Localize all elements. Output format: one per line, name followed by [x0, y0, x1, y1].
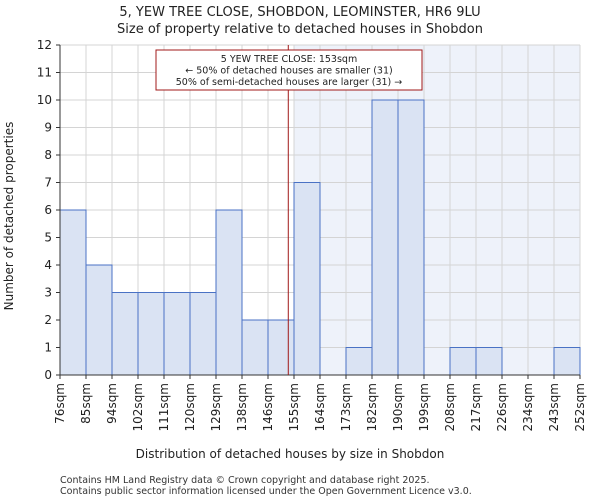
- bar-138sqm: [241, 319, 269, 376]
- y-tick-label: 8: [44, 148, 52, 162]
- x-tick-label: 182sqm: [365, 383, 379, 431]
- x-axis-label: Distribution of detached houses by size …: [136, 447, 445, 461]
- y-tick-label: 11: [37, 66, 52, 80]
- bar-94sqm: [111, 292, 139, 376]
- x-tick-label: 217sqm: [469, 383, 483, 431]
- y-tick-label: 2: [44, 313, 52, 327]
- y-tick-label: 3: [44, 286, 52, 300]
- y-tick-label: 12: [37, 38, 52, 52]
- bar-129sqm: [215, 209, 243, 376]
- marker-annotation: 5 YEW TREE CLOSE: 153sqm ← 50% of detach…: [155, 49, 423, 91]
- x-tick-label: 190sqm: [391, 383, 405, 431]
- x-tick-label: 146sqm: [261, 383, 275, 431]
- x-tick-label: 111sqm: [157, 383, 171, 431]
- y-axis-label: Number of detached properties: [2, 122, 16, 311]
- chart-title: 5, YEW TREE CLOSE, SHOBDON, LEOMINSTER, …: [119, 5, 480, 20]
- x-tick-label: 102sqm: [131, 383, 145, 431]
- x-tick-label: 129sqm: [209, 383, 223, 431]
- annotation-line-3: 50% of semi-detached houses are larger (…: [176, 77, 403, 88]
- x-tick-label: 138sqm: [235, 383, 249, 431]
- x-tick-label: 164sqm: [313, 383, 327, 431]
- x-tick-labels: 76sqm 85sqm 94sqm 102sqm 111sqm 120sqm 129sqm 1…: [53, 375, 587, 431]
- x-tick-label: 243sqm: [547, 383, 561, 431]
- y-tick-label: 7: [44, 176, 52, 190]
- bar-208sqm: [449, 347, 477, 376]
- bars: [59, 99, 581, 376]
- x-tick-label: 76sqm: [53, 383, 67, 424]
- y-tick-label: 5: [44, 231, 52, 245]
- bar-76sqm: [59, 209, 87, 376]
- y-tick-label: 0: [44, 368, 52, 382]
- annotation-line-1: 5 YEW TREE CLOSE: 153sqm: [221, 54, 357, 65]
- x-tick-label: 94sqm: [105, 383, 119, 424]
- bar-120sqm: [189, 292, 217, 376]
- x-tick-label: 199sqm: [417, 383, 431, 431]
- y-tick-label: 10: [37, 93, 52, 107]
- y-tick-label: 6: [44, 203, 52, 217]
- bar-190sqm: [397, 99, 425, 376]
- y-tick-label: 9: [44, 121, 52, 135]
- x-tick-label: 226sqm: [495, 383, 509, 431]
- chart-subtitle: Size of property relative to detached ho…: [117, 22, 483, 37]
- y-tick-label: 1: [44, 341, 52, 355]
- bar-217sqm: [475, 347, 503, 376]
- x-tick-label: 234sqm: [521, 383, 535, 431]
- bar-155sqm: [293, 182, 321, 376]
- footer-line-2: Contains public sector information licen…: [60, 486, 472, 497]
- footer-line-1: Contains HM Land Registry data © Crown c…: [60, 475, 430, 486]
- x-tick-label: 155sqm: [287, 383, 301, 431]
- bar-146sqm: [267, 319, 295, 376]
- bar-173sqm: [345, 347, 373, 376]
- x-tick-label: 85sqm: [79, 383, 93, 424]
- bar-102sqm: [137, 292, 165, 376]
- bar-85sqm: [85, 264, 113, 376]
- annotation-box: [155, 49, 423, 91]
- x-tick-label: 208sqm: [443, 383, 457, 431]
- bar-243sqm: [553, 347, 581, 376]
- x-tick-label: 252sqm: [573, 383, 587, 431]
- y-tick-label: 4: [44, 258, 52, 272]
- bar-182sqm: [371, 99, 399, 376]
- x-tick-label: 173sqm: [339, 383, 353, 431]
- bar-111sqm: [163, 292, 191, 376]
- x-tick-label: 120sqm: [183, 383, 197, 431]
- annotation-line-2: ← 50% of detached houses are smaller (31…: [185, 66, 392, 77]
